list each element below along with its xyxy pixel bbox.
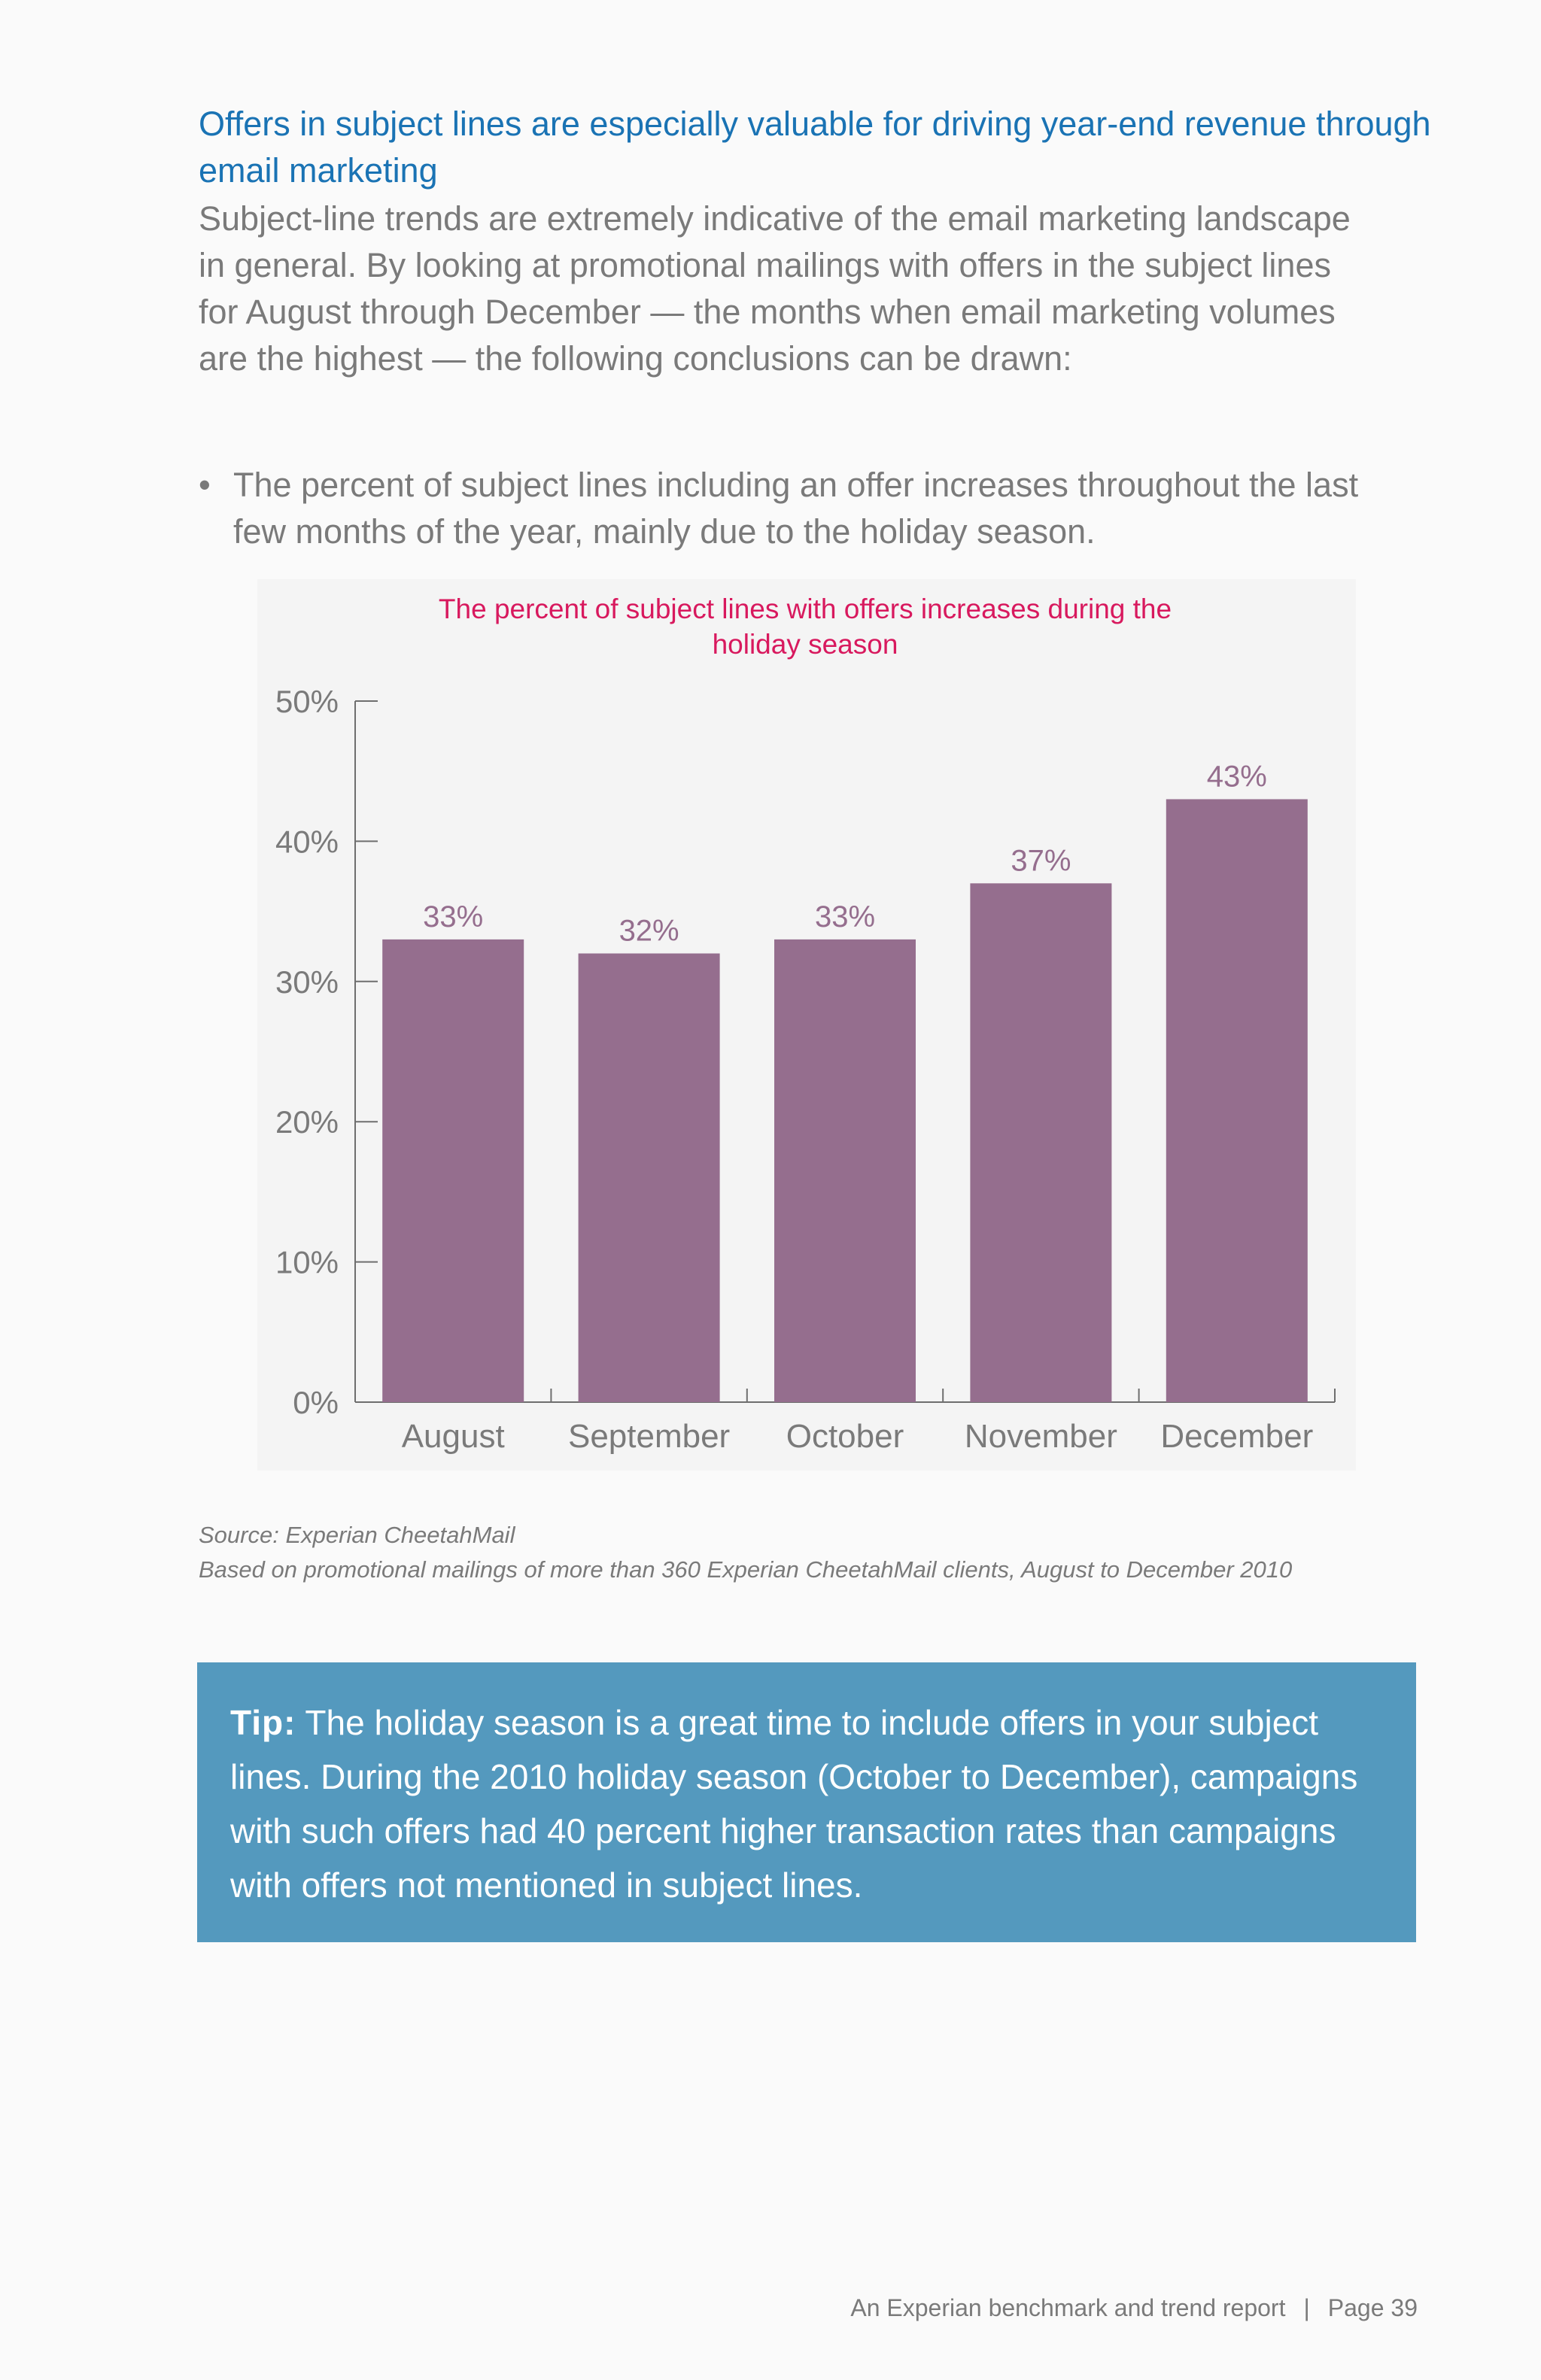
source-detail: Based on promotional mailings of more th… — [199, 1556, 1293, 1583]
source-line: Source: Experian CheetahMail — [199, 1522, 515, 1548]
y-tick-label: 10% — [275, 1245, 339, 1280]
bar — [1166, 799, 1308, 1402]
y-tick-label: 50% — [275, 684, 339, 719]
category-label: August — [402, 1418, 505, 1455]
bar-value-label: 33% — [423, 900, 483, 933]
chart-title: The percent of subject lines with offers… — [438, 593, 1172, 660]
category-label: September — [568, 1418, 730, 1455]
y-tick-label: 0% — [293, 1385, 339, 1420]
page-number: Page 39 — [1327, 2294, 1418, 2321]
bar-value-label: 43% — [1207, 760, 1267, 793]
bar-value-label: 32% — [619, 915, 679, 948]
section-heading: Offers in subject lines are especially v… — [199, 105, 1431, 190]
category-label: November — [965, 1418, 1117, 1455]
y-tick-label: 40% — [275, 824, 339, 859]
footer-report-title: An Experian benchmark and trend report — [850, 2294, 1286, 2321]
bullet-text: The percent of subject lines including a… — [233, 466, 1359, 551]
page-footer: An Experian benchmark and trend report | P… — [850, 2293, 1418, 2323]
source-note: Source: Experian CheetahMail Based on pr… — [199, 1518, 1327, 1587]
bullet-item: • The percent of subject lines including… — [199, 462, 1418, 555]
tip-label: Tip: — [230, 1703, 296, 1742]
category-label: October — [786, 1418, 904, 1455]
bullet-dot-icon: • — [199, 466, 211, 504]
y-tick-label: 30% — [275, 964, 339, 1000]
footer-separator: | — [1303, 2294, 1310, 2321]
bar — [774, 939, 916, 1402]
bar — [970, 883, 1112, 1402]
intro-paragraph: Subject-line trends are extremely indica… — [199, 199, 1351, 378]
tip-text: Tip: The holiday season is a great time … — [230, 1695, 1404, 1912]
bar — [382, 939, 524, 1402]
tip-callout: Tip: The holiday season is a great time … — [197, 1662, 1416, 1942]
bar-value-label: 33% — [815, 900, 875, 933]
y-tick-label: 20% — [275, 1104, 339, 1140]
tip-body: The holiday season is a great time to in… — [230, 1703, 1358, 1905]
bar-value-label: 37% — [1011, 844, 1071, 877]
bar — [578, 953, 720, 1402]
category-label: December — [1160, 1418, 1313, 1455]
